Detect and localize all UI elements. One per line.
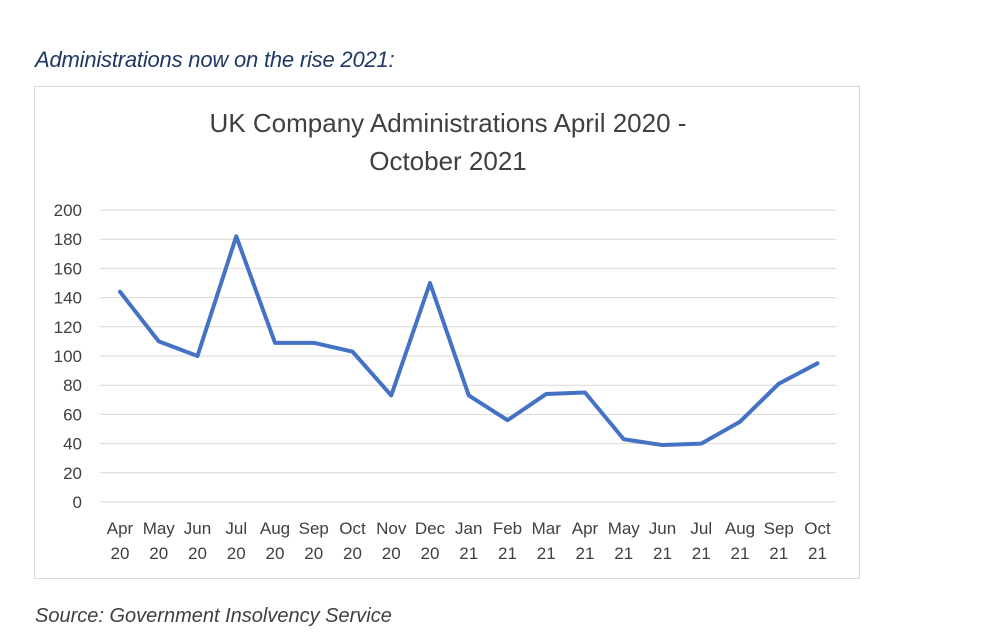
x-tick-label-month: Jan bbox=[455, 519, 482, 538]
x-tick-label-month: Jul bbox=[225, 519, 247, 538]
x-tick-label-year: 20 bbox=[343, 544, 362, 563]
y-tick-label: 120 bbox=[54, 318, 82, 337]
x-tick-label-month: May bbox=[143, 519, 176, 538]
y-tick-label: 160 bbox=[54, 259, 82, 278]
y-tick-label: 140 bbox=[54, 289, 82, 308]
x-tick-label-month: Apr bbox=[572, 519, 599, 538]
x-tick-label-year: 21 bbox=[576, 544, 595, 563]
x-tick-label-month: Oct bbox=[804, 519, 831, 538]
y-tick-label: 180 bbox=[54, 230, 82, 249]
y-tick-label: 80 bbox=[63, 376, 82, 395]
x-tick-label-year: 21 bbox=[614, 544, 633, 563]
x-tick-label-month: Sep bbox=[299, 519, 329, 538]
x-tick-label-year: 20 bbox=[227, 544, 246, 563]
x-tick-label-month: Aug bbox=[260, 519, 290, 538]
x-tick-label-year: 21 bbox=[459, 544, 478, 563]
x-tick-label-month: Jun bbox=[184, 519, 211, 538]
x-tick-label-year: 20 bbox=[111, 544, 130, 563]
x-tick-label-year: 20 bbox=[421, 544, 440, 563]
x-tick-label-month: Mar bbox=[532, 519, 562, 538]
x-tick-label-month: Aug bbox=[725, 519, 755, 538]
x-tick-label-year: 21 bbox=[808, 544, 827, 563]
x-tick-label-year: 20 bbox=[382, 544, 401, 563]
x-tick-label-month: Jul bbox=[690, 519, 712, 538]
x-tick-label-month: Feb bbox=[493, 519, 522, 538]
chart-title-line-2: October 2021 bbox=[369, 146, 527, 176]
y-tick-label: 100 bbox=[54, 347, 82, 366]
chart-title-line-1: UK Company Administrations April 2020 - bbox=[209, 108, 687, 138]
y-tick-label: 20 bbox=[63, 464, 82, 483]
x-tick-label-year: 20 bbox=[149, 544, 168, 563]
chart-title: UK Company Administrations April 2020 - … bbox=[0, 104, 896, 180]
x-tick-label-year: 20 bbox=[266, 544, 285, 563]
y-tick-label: 0 bbox=[73, 493, 82, 512]
x-tick-label-month: Apr bbox=[107, 519, 134, 538]
x-tick-label-year: 21 bbox=[769, 544, 788, 563]
y-tick-label: 60 bbox=[63, 405, 82, 424]
x-tick-label-year: 21 bbox=[537, 544, 556, 563]
page-heading: Administrations now on the rise 2021: bbox=[35, 47, 395, 72]
x-tick-label-month: Sep bbox=[764, 519, 794, 538]
source-note: Source: Government Insolvency Service bbox=[35, 605, 392, 627]
x-tick-label-year: 21 bbox=[731, 544, 750, 563]
x-tick-label-year: 20 bbox=[188, 544, 207, 563]
x-tick-label-month: Dec bbox=[415, 519, 446, 538]
series-line bbox=[118, 234, 820, 448]
y-tick-label: 40 bbox=[63, 435, 82, 454]
x-tick-label-year: 21 bbox=[653, 544, 672, 563]
x-tick-label-year: 21 bbox=[498, 544, 517, 563]
x-tick-label-month: Nov bbox=[376, 519, 407, 538]
x-tick-label-month: Jun bbox=[649, 519, 676, 538]
x-tick-label-year: 20 bbox=[304, 544, 323, 563]
x-tick-label-month: May bbox=[608, 519, 641, 538]
x-tick-label-year: 21 bbox=[692, 544, 711, 563]
y-tick-label: 200 bbox=[54, 201, 82, 220]
x-tick-label-month: Oct bbox=[339, 519, 366, 538]
